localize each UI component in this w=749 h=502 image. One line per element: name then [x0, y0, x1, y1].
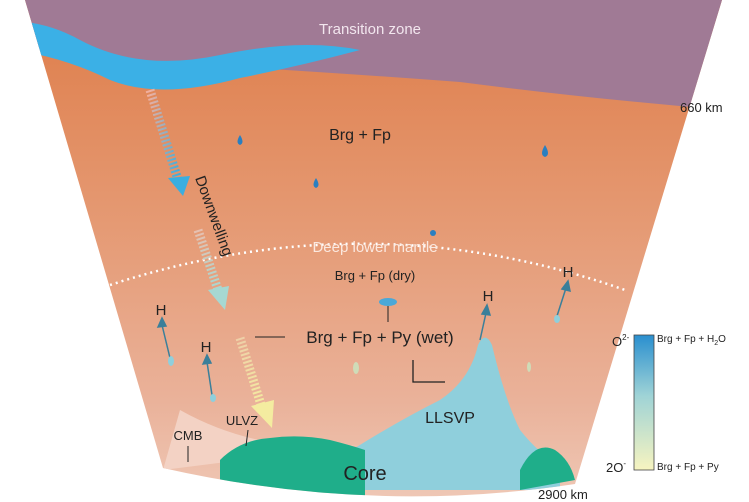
suffix: O — [718, 334, 726, 345]
downwelling-arrow — [193, 228, 223, 292]
assemblage-label: Brg + Fp (dry) — [335, 268, 416, 283]
zone-label: Transition zone — [319, 21, 421, 38]
core-label: Core — [343, 463, 386, 485]
droplet — [430, 230, 436, 236]
h-arrows — [156, 279, 571, 396]
llsvp-label: LLSVP — [425, 410, 475, 427]
droplet — [313, 178, 319, 188]
subscript: 2 — [714, 340, 718, 347]
ion: 2O — [606, 460, 623, 475]
droplet — [237, 135, 243, 145]
charge: - — [623, 459, 626, 468]
text: Brg + Fp + H — [657, 334, 714, 345]
cmb-layer — [163, 410, 360, 470]
colorbar-top-assemblage: Brg + Fp + H2O — [657, 334, 726, 347]
slab — [25, 21, 360, 90]
charge: 2- — [622, 333, 629, 342]
leader — [245, 429, 249, 447]
colorbar-bottom-assemblage: Brg + Fp + Py — [657, 462, 719, 473]
ulvz-label: ULVZ — [226, 413, 258, 428]
blob — [527, 362, 531, 372]
llsvp — [355, 337, 560, 490]
colorbar — [633, 334, 655, 471]
h-label: H — [483, 288, 494, 305]
dotted-boundary — [109, 242, 626, 292]
blob — [353, 362, 359, 374]
blob — [554, 315, 560, 323]
h-label: H — [201, 339, 212, 356]
arrow-head — [208, 286, 229, 310]
colorbar-bottom-label: 2O- — [606, 459, 626, 475]
ulvz-patch — [220, 436, 365, 497]
h-label: H — [156, 302, 167, 319]
ulvz-patch — [520, 447, 575, 490]
blob — [379, 298, 397, 306]
blob — [168, 356, 174, 366]
leader — [412, 360, 445, 383]
depth-label: 2900 km — [538, 487, 588, 502]
assemblage-label: Brg + Fp — [329, 127, 391, 144]
ion: O — [612, 334, 622, 349]
colorbar-top-label: O2- — [612, 333, 630, 349]
arrow-head — [168, 176, 190, 196]
downwelling-arrow — [235, 336, 267, 410]
assemblage-label: Brg + Fp + Py (wet) — [306, 328, 453, 347]
arrow-head — [251, 400, 274, 428]
depth-label: 660 km — [680, 100, 723, 115]
cmb-label: CMB — [174, 428, 203, 443]
region-label: Deep lower mantle — [312, 239, 437, 256]
blob — [210, 394, 216, 402]
h-label: H — [563, 264, 574, 281]
transition-zone — [25, 0, 722, 112]
droplet — [542, 145, 548, 157]
